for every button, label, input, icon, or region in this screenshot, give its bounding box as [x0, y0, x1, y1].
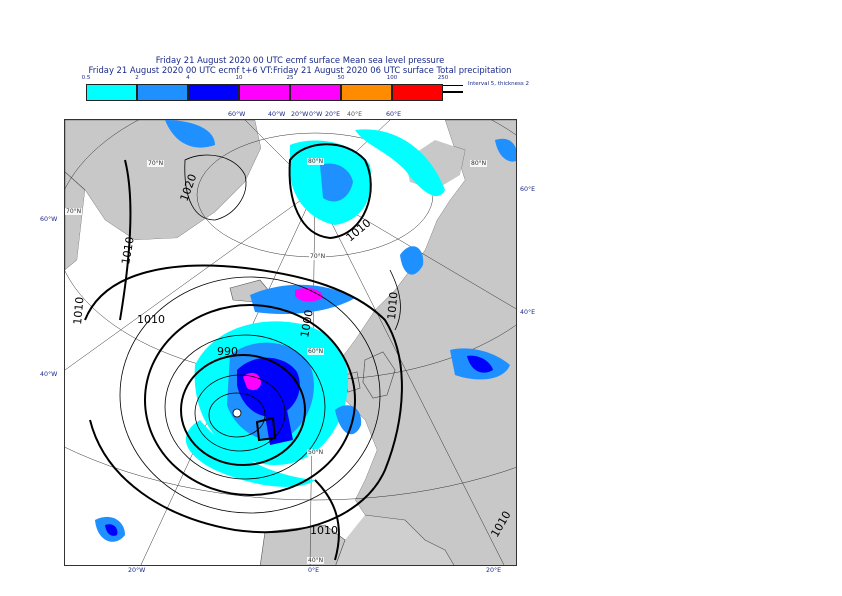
isobar-1010-greenland	[119, 159, 132, 321]
precip-band-south	[185, 420, 315, 487]
label-bottom-0e: 0°E	[308, 567, 320, 574]
low-centre-marker	[232, 408, 242, 418]
label-top-60e: 60°E	[386, 111, 402, 118]
legend-swatch-5	[290, 84, 341, 101]
lat-label-80n-centre: 80°N	[307, 158, 325, 165]
legend-swatch-4	[239, 84, 290, 101]
precipitation	[95, 120, 516, 542]
lat-label-40n: 40°N	[307, 557, 325, 564]
precip-arctic-arc	[355, 129, 445, 197]
isobar-1010-arctic	[288, 143, 372, 240]
britain-overlay	[362, 351, 396, 399]
legend-swatch-1	[86, 84, 137, 101]
pressure-centre	[232, 408, 242, 418]
legend-swatch-3	[188, 84, 239, 101]
precip-norway	[400, 246, 424, 275]
isobar-label-1000: 1000	[298, 309, 316, 339]
precip-southwest-core	[105, 524, 118, 536]
lat-label-70n-greenland: 70°N	[65, 208, 83, 215]
lat-label-70n-west: 70°N	[147, 160, 165, 167]
legend-tick-6: 50	[337, 75, 345, 81]
legend-thin-line	[443, 85, 463, 86]
legend-note: Interval 5, thickness 2	[468, 81, 530, 87]
isobar-label-south-1010: 1010	[310, 524, 338, 537]
label-bottom-20e: 20°E	[486, 567, 502, 574]
isobar-990	[180, 354, 306, 466]
meridian-40w	[65, 189, 316, 371]
legend-tick-7: 100	[386, 75, 398, 81]
precip-east-europe-core	[467, 355, 493, 373]
precip-iceland-core	[295, 287, 323, 302]
label-top-60w: 60°W	[228, 111, 246, 118]
lat-label-50n: 50°N	[307, 449, 325, 456]
label-top-0w: 0°W	[309, 111, 323, 118]
precip-greenland	[165, 120, 215, 148]
isobar-label-ring-1010: 1010	[137, 313, 165, 326]
label-bottom-20w: 20°W	[128, 567, 146, 574]
isobar-995	[164, 334, 326, 480]
lat-label-70n-centre: 70°N	[309, 253, 327, 260]
weather-map: 1020 1010 1010 1010 1010 1000 990 1010 1…	[64, 119, 517, 566]
legend-tick-3: 4	[186, 75, 190, 81]
lat-label-80n-east: 80°N	[470, 160, 488, 167]
label-top-40e: 40°E	[347, 111, 363, 118]
legend-swatch-2	[137, 84, 188, 101]
isobar-label-west-1010: 1010	[71, 296, 86, 325]
precip-low-blue	[237, 357, 300, 417]
legend-tick-4: 10	[235, 75, 243, 81]
latitude-circle-60n	[65, 447, 516, 501]
map-graphic: 1020 1010 1010 1010 1010 1000 990 1010 1…	[65, 120, 516, 565]
isobar-1005	[119, 276, 381, 514]
legend-tick-1: 0.5	[81, 75, 91, 81]
isobar-1020	[184, 154, 247, 221]
isobar-label-greenland-1010: 1010	[119, 236, 137, 266]
isobar-inner-2	[194, 374, 286, 452]
legend-thick-line	[443, 91, 463, 93]
isobar-1010-norway	[389, 269, 401, 331]
isobar-1010-south	[314, 479, 340, 561]
precip-northeast	[495, 138, 516, 162]
map-subtitle: Friday 21 August 2020 00 UTC ecmf t+6 VT…	[88, 65, 512, 75]
legend-swatch-6	[341, 84, 392, 101]
isobar-1000	[144, 304, 356, 496]
lat-label-60n: 60°N	[307, 348, 325, 355]
isobar-inner-1	[208, 392, 266, 438]
legend-swatch-7	[392, 84, 443, 101]
precipitation-legend: 0.5 2 4 10 25 50 100 250	[80, 74, 500, 104]
isobar-low-core	[255, 416, 277, 442]
isobar-label-norway-1010: 1010	[385, 291, 400, 320]
precip-arctic-blue	[320, 163, 353, 202]
label-top-40w: 40°W	[268, 111, 286, 118]
label-top-20w: 20°W	[291, 111, 309, 118]
label-left-60w: 60°W	[40, 216, 58, 223]
label-left-40w: 40°W	[40, 371, 58, 378]
label-top-20e: 20°E	[325, 111, 341, 118]
isobar-1010-ring	[84, 264, 403, 534]
legend-tick-5: 25	[286, 75, 294, 81]
legend-tick-8: 250	[437, 75, 449, 81]
meridian-20e	[314, 189, 505, 565]
map-title: Friday 21 August 2020 00 UTC ecmf surfac…	[155, 55, 445, 65]
isobars	[84, 143, 403, 561]
legend-tick-2: 2	[135, 75, 139, 81]
label-right-40e: 40°E	[520, 309, 536, 316]
isobar-label-990: 990	[217, 345, 238, 358]
label-right-60e: 60°E	[520, 186, 536, 193]
